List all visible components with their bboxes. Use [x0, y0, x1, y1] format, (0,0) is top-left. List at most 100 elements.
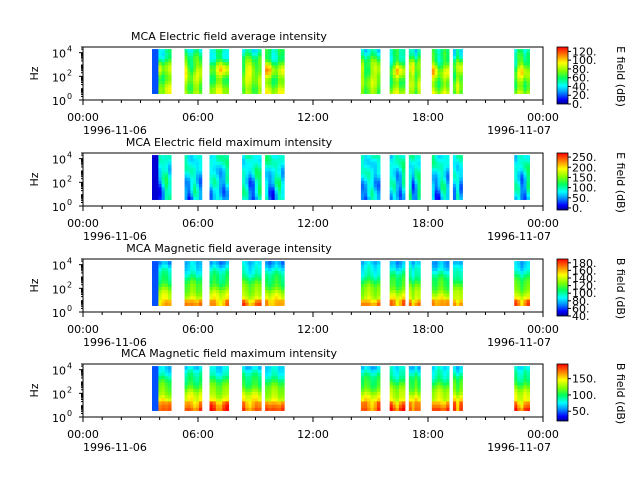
heatmap-cell — [364, 158, 368, 162]
heatmap-cell — [526, 381, 530, 386]
heatmap-cell — [209, 186, 214, 191]
heatmap-cell — [274, 299, 279, 303]
heatmap-cell — [248, 74, 253, 79]
heatmap-cell — [520, 366, 524, 370]
heatmap-cell — [152, 180, 156, 185]
heatmap-cell — [152, 397, 156, 402]
heatmap-cell — [443, 190, 447, 194]
heatmap-cell — [152, 190, 156, 194]
heatmap-cell — [414, 289, 418, 294]
heatmap-cell — [376, 64, 381, 69]
heatmap-cell — [242, 52, 246, 56]
heatmap-cell — [281, 280, 285, 284]
heatmap-cell — [370, 289, 375, 294]
heatmap-cell — [222, 276, 226, 281]
heatmap-cell — [395, 190, 400, 194]
heatmap-cell — [526, 190, 530, 194]
heatmap-cell — [437, 267, 441, 272]
heatmap-cell — [376, 167, 381, 172]
heatmap-cell — [245, 407, 249, 411]
y-tick-label: 10 — [52, 365, 66, 378]
heatmap-cell — [245, 283, 249, 287]
heatmap-cell — [209, 55, 214, 60]
heatmap-cell — [215, 155, 220, 159]
heatmap-cell — [437, 164, 441, 169]
heatmap-cell — [265, 286, 269, 291]
heatmap-cell — [517, 155, 521, 159]
heatmap-cell — [367, 80, 371, 85]
heatmap-cell — [367, 404, 371, 408]
heatmap-cell — [245, 385, 249, 389]
heatmap-cell — [271, 366, 276, 370]
heatmap-cell — [373, 49, 378, 53]
heatmap-cell — [526, 286, 530, 291]
heatmap-cell — [392, 193, 397, 197]
heatmap-cell — [395, 385, 400, 389]
heatmap-cell — [392, 177, 397, 181]
colorbar-tick-label: 200. — [572, 161, 597, 174]
heatmap-cell — [398, 264, 403, 268]
heatmap-cell — [520, 64, 524, 69]
heatmap-cell — [242, 296, 246, 300]
heatmap-cell — [370, 280, 375, 284]
heatmap-cell — [167, 49, 172, 53]
heatmap-cell — [187, 55, 191, 60]
heatmap-cell — [167, 264, 172, 268]
heatmap-cell — [242, 80, 246, 85]
heatmap-cell — [190, 292, 194, 297]
heatmap-cell — [440, 391, 444, 396]
heatmap-cell — [360, 397, 365, 402]
heatmap-cell — [459, 401, 463, 405]
heatmap-cell — [187, 286, 191, 291]
heatmap-cell — [520, 158, 524, 162]
heatmap-cell — [167, 87, 172, 91]
date-start-label: 1996-11-06 — [83, 336, 147, 349]
heatmap-cell — [360, 270, 365, 275]
heatmap-cell — [389, 283, 394, 287]
heatmap-cell — [392, 74, 397, 79]
heatmap-cell — [364, 302, 368, 306]
heatmap-cell — [364, 261, 368, 265]
heatmap-cell — [215, 167, 220, 172]
heatmap-cell — [164, 378, 169, 383]
heatmap-cell — [258, 391, 262, 396]
data-interval-strip — [514, 155, 530, 200]
heatmap-cell — [193, 401, 197, 405]
heatmap-cell — [395, 404, 400, 408]
heatmap-cell — [268, 286, 272, 291]
heatmap-cell — [184, 289, 188, 294]
heatmap-cell — [398, 388, 403, 392]
heatmap-cell — [443, 372, 447, 377]
heatmap-cell — [225, 87, 230, 91]
heatmap-cell — [254, 68, 259, 72]
heatmap-cell — [268, 366, 272, 370]
heatmap-cell — [411, 283, 415, 287]
heatmap-cell — [440, 270, 444, 275]
heatmap-cell — [360, 90, 365, 94]
panel-title: MCA Magnetic field maximum intensity — [121, 347, 337, 360]
heatmap-cell — [434, 264, 438, 268]
heatmap-cell — [271, 170, 276, 175]
data-interval-strip — [431, 261, 450, 306]
heatmap-cell — [414, 270, 418, 275]
heatmap-cell — [408, 378, 413, 383]
heatmap-cell — [251, 276, 256, 281]
heatmap-cell — [193, 80, 197, 85]
heatmap-cell — [277, 299, 282, 303]
heatmap-cell — [434, 378, 438, 383]
heatmap-cell — [271, 193, 276, 197]
heatmap-cell — [274, 71, 279, 75]
heatmap-cell — [431, 90, 436, 94]
heatmap-cell — [190, 385, 194, 389]
heatmap-cell — [225, 61, 230, 66]
heatmap-cell — [219, 286, 223, 291]
heatmap-cell — [161, 302, 166, 306]
heatmap-cell — [268, 378, 272, 383]
heatmap-cell — [242, 177, 246, 181]
heatmap-cell — [268, 407, 272, 411]
heatmap-cell — [198, 68, 203, 72]
heatmap-cell — [523, 369, 527, 373]
heatmap-cell — [417, 196, 421, 200]
heatmap-cell — [364, 58, 368, 63]
heatmap-cell — [277, 369, 282, 373]
